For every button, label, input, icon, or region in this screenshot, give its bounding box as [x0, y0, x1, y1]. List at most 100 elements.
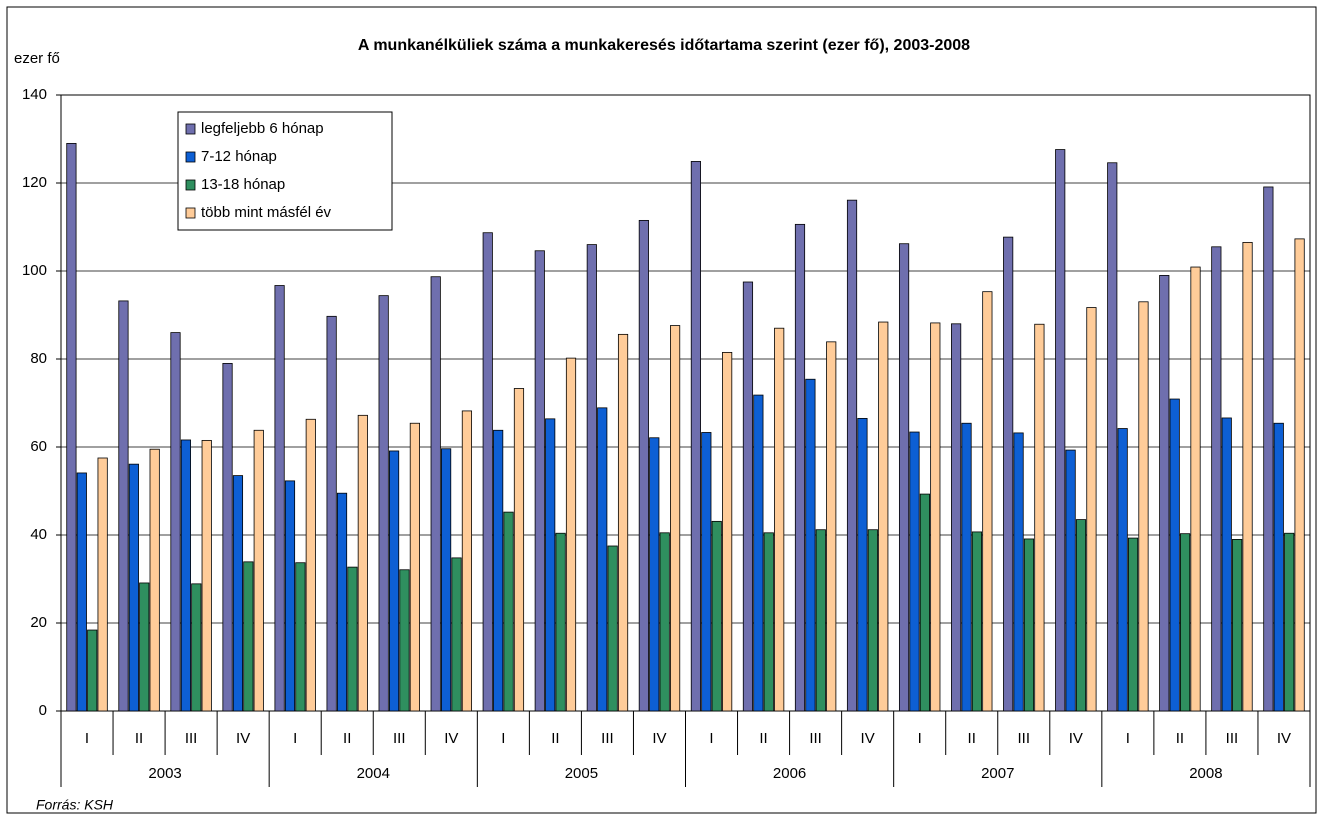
x-tick-label: IV	[236, 730, 250, 747]
bar	[815, 529, 826, 712]
bar	[961, 422, 972, 712]
bar	[305, 418, 316, 712]
bar	[1180, 533, 1191, 712]
bar	[87, 629, 98, 712]
x-tick-label: I	[85, 730, 89, 747]
bar	[1169, 398, 1180, 712]
group-label: 2004	[357, 765, 390, 782]
bar	[826, 341, 837, 712]
legend-label: legfeljebb 6 hónap	[201, 120, 324, 137]
group-label: 2007	[981, 765, 1014, 782]
x-tick-label: III	[809, 730, 822, 747]
bar	[701, 432, 712, 712]
bar	[274, 285, 285, 712]
y-tick-label: 100	[22, 262, 47, 279]
bar	[1138, 301, 1149, 712]
bar	[1221, 417, 1232, 712]
legend-label: több mint másfél év	[201, 204, 332, 221]
bar	[1284, 532, 1295, 712]
x-tick-label: II	[135, 730, 143, 747]
bar	[898, 243, 910, 712]
bar	[1117, 428, 1128, 712]
bar	[149, 448, 160, 712]
bar	[722, 351, 733, 712]
group-label: 2008	[1189, 765, 1222, 782]
bar	[1003, 236, 1014, 712]
bar	[763, 532, 774, 712]
bar	[1086, 307, 1097, 712]
bar	[659, 532, 670, 712]
bar	[388, 450, 400, 712]
x-tick-label: I	[1126, 730, 1130, 747]
bar	[1013, 432, 1024, 712]
bar	[607, 545, 618, 712]
bar	[170, 332, 181, 712]
group-label: 2003	[148, 765, 181, 782]
bar	[649, 437, 660, 712]
bar	[1190, 266, 1201, 712]
bar	[867, 529, 878, 712]
bar	[326, 315, 337, 712]
bar	[1075, 519, 1087, 712]
y-tick-label: 40	[30, 526, 47, 543]
x-tick-label: II	[343, 730, 351, 747]
bar	[1211, 246, 1222, 712]
bar	[253, 429, 264, 712]
bar	[857, 417, 868, 712]
bar	[690, 161, 701, 712]
bar	[1023, 538, 1035, 712]
bar	[878, 321, 889, 712]
bar	[441, 448, 452, 712]
bar	[399, 569, 410, 712]
bar	[461, 410, 473, 712]
source: Forrás: KSH	[36, 797, 114, 813]
x-tick-label: III	[1018, 730, 1031, 747]
y-tick-label: 120	[22, 174, 47, 191]
x-tick-label: II	[968, 730, 976, 747]
bar	[1127, 537, 1139, 712]
bar	[1065, 449, 1076, 712]
legend-swatch	[185, 151, 196, 163]
bar	[1242, 241, 1253, 712]
y-tick-label: 0	[39, 702, 47, 719]
x-tick-label: I	[293, 730, 297, 747]
bar	[1034, 323, 1045, 712]
legend-label: 7-12 hónap	[201, 148, 277, 165]
bar	[774, 327, 785, 712]
bar	[742, 281, 754, 712]
bar	[805, 378, 816, 712]
bar	[139, 582, 150, 712]
chart-title: A munkanélküliek száma a munkakeresés id…	[358, 37, 970, 54]
x-tick-label: I	[709, 730, 713, 747]
x-tick-label: II	[551, 730, 559, 747]
bar	[711, 520, 722, 712]
group-label: 2005	[565, 765, 598, 782]
y-tick-label: 20	[30, 614, 47, 631]
x-tick-label: IV	[861, 730, 875, 747]
bar	[670, 325, 681, 712]
x-tick-label: IV	[444, 730, 458, 747]
bar	[357, 414, 368, 712]
x-tick-label: I	[918, 730, 922, 747]
bar	[97, 457, 108, 712]
x-tick-label: IV	[1277, 730, 1291, 747]
x-tick-label: III	[393, 730, 406, 747]
bar	[503, 511, 514, 712]
bar	[534, 250, 545, 712]
legend-box	[177, 111, 393, 231]
y-tick-label: 60	[30, 438, 47, 455]
bar	[284, 480, 296, 712]
bar	[222, 362, 233, 712]
x-tick-label: III	[1226, 730, 1239, 747]
bar	[930, 322, 941, 712]
y-tick-label: 80	[30, 350, 47, 367]
bar	[1107, 162, 1118, 712]
bar	[909, 431, 920, 712]
bar	[617, 333, 629, 712]
y-axis-label: ezer fő	[14, 50, 60, 67]
bar	[597, 407, 608, 712]
bar	[493, 429, 504, 712]
bar	[846, 199, 858, 712]
bar	[565, 357, 577, 712]
